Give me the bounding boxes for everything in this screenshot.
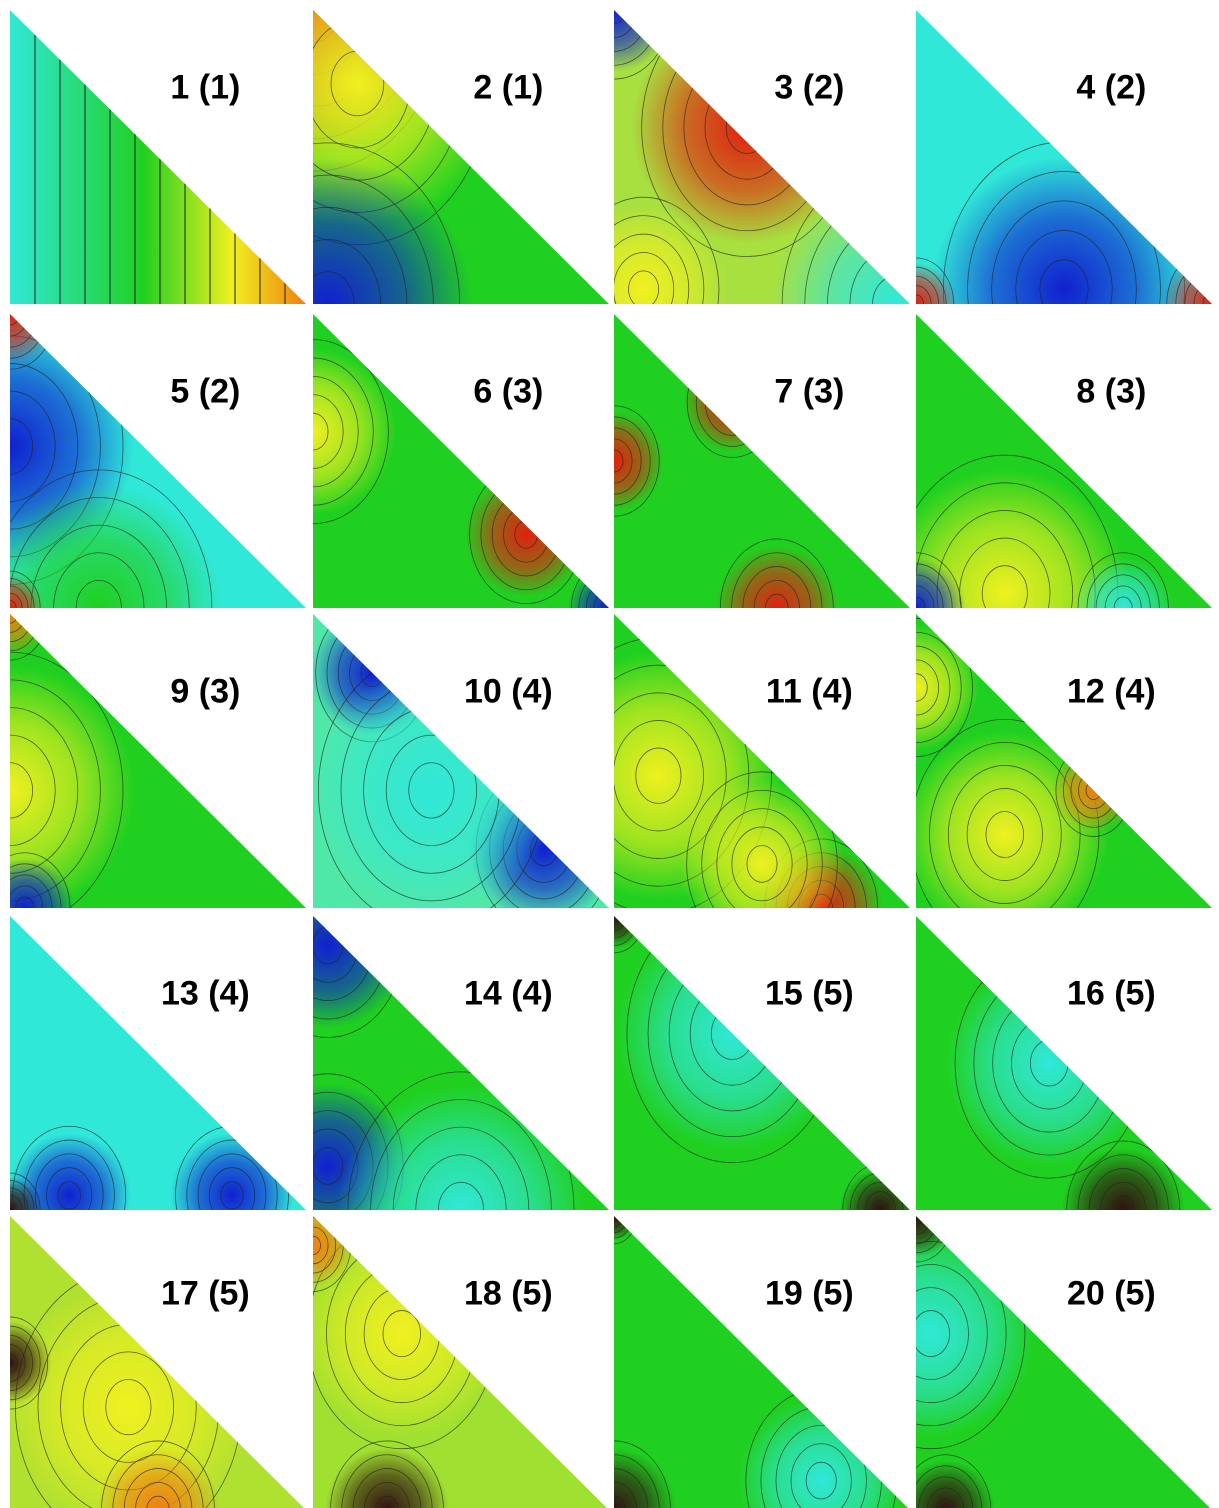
contour-panel: 10 (4): [307, 604, 618, 932]
contour-line: [705, 369, 759, 435]
contour-panel: 14 (4): [245, 853, 609, 1348]
contour-line: [997, 936, 1012, 954]
contour-panel: 12 (4): [854, 614, 1212, 950]
contour-panel: 18 (5): [272, 1199, 609, 1508]
contour-panel: 17 (5): [0, 1216, 306, 1508]
field-blob: [963, 904, 1046, 987]
contour-line: [975, 909, 1035, 983]
field-blob: [230, 349, 396, 515]
panel-label: 16 (5): [1067, 974, 1156, 1012]
panel-label: 13 (4): [161, 974, 250, 1012]
panel-label: 1 (1): [170, 68, 240, 106]
contour-panel: 20 (5): [827, 1170, 1212, 1508]
panel-label: 5 (2): [170, 372, 240, 410]
field-blob: [901, 731, 1108, 938]
field-blob: [616, 918, 848, 1150]
panel-label: 9 (3): [170, 672, 240, 710]
contour-line: [714, 380, 750, 424]
panel-label: 14 (4): [464, 974, 553, 1012]
panel-label: 11 (4): [766, 672, 853, 710]
page: 1 (1) 2 (1) 3 (2) 4 (2) 5 (2) 6 (3) 7 (3) 8 (3)…: [0, 0, 1219, 1508]
panel-label: 10 (4): [464, 672, 553, 710]
contour-panel: 13 (4): [0, 916, 306, 1264]
contour-panel: 11 (4): [534, 614, 910, 977]
contour-line: [723, 391, 741, 413]
contour-line: [990, 927, 1020, 964]
panel-label: 12 (4): [1067, 672, 1156, 710]
figure: 1 (1) 2 (1) 3 (2) 4 (2) 5 (2) 6 (3) 7 (3) 8 (3)…: [0, 0, 1219, 1508]
contour-panel: 16 (5): [916, 899, 1212, 1279]
contour-panel: 15 (5): [581, 879, 922, 1256]
panel-label: 15 (5): [765, 974, 854, 1012]
contour-panel: 9 (3): [0, 568, 306, 963]
contour-line: [967, 899, 1042, 991]
panel-label: 17 (5): [161, 1274, 250, 1312]
field-blob: [827, 1230, 1034, 1437]
panel-label: 20 (5): [1067, 1274, 1156, 1312]
contour-panel: 1 (1): [10, 10, 306, 304]
field-blob: [679, 781, 845, 947]
panel-label: 7 (3): [774, 372, 844, 410]
panel-label: 18 (5): [464, 1274, 553, 1312]
panel-label: 4 (2): [1076, 68, 1146, 106]
panel-label: 8 (3): [1076, 372, 1146, 410]
panel-label: 2 (1): [473, 68, 543, 106]
contour-line: [982, 918, 1027, 973]
field-blob: [631, 12, 863, 244]
panel-label: 3 (2): [774, 68, 844, 106]
contour-panel: 19 (5): [552, 1188, 910, 1508]
field: [10, 10, 306, 304]
panel-label: 6 (3): [473, 372, 543, 410]
panel-label: 19 (5): [765, 1274, 854, 1312]
